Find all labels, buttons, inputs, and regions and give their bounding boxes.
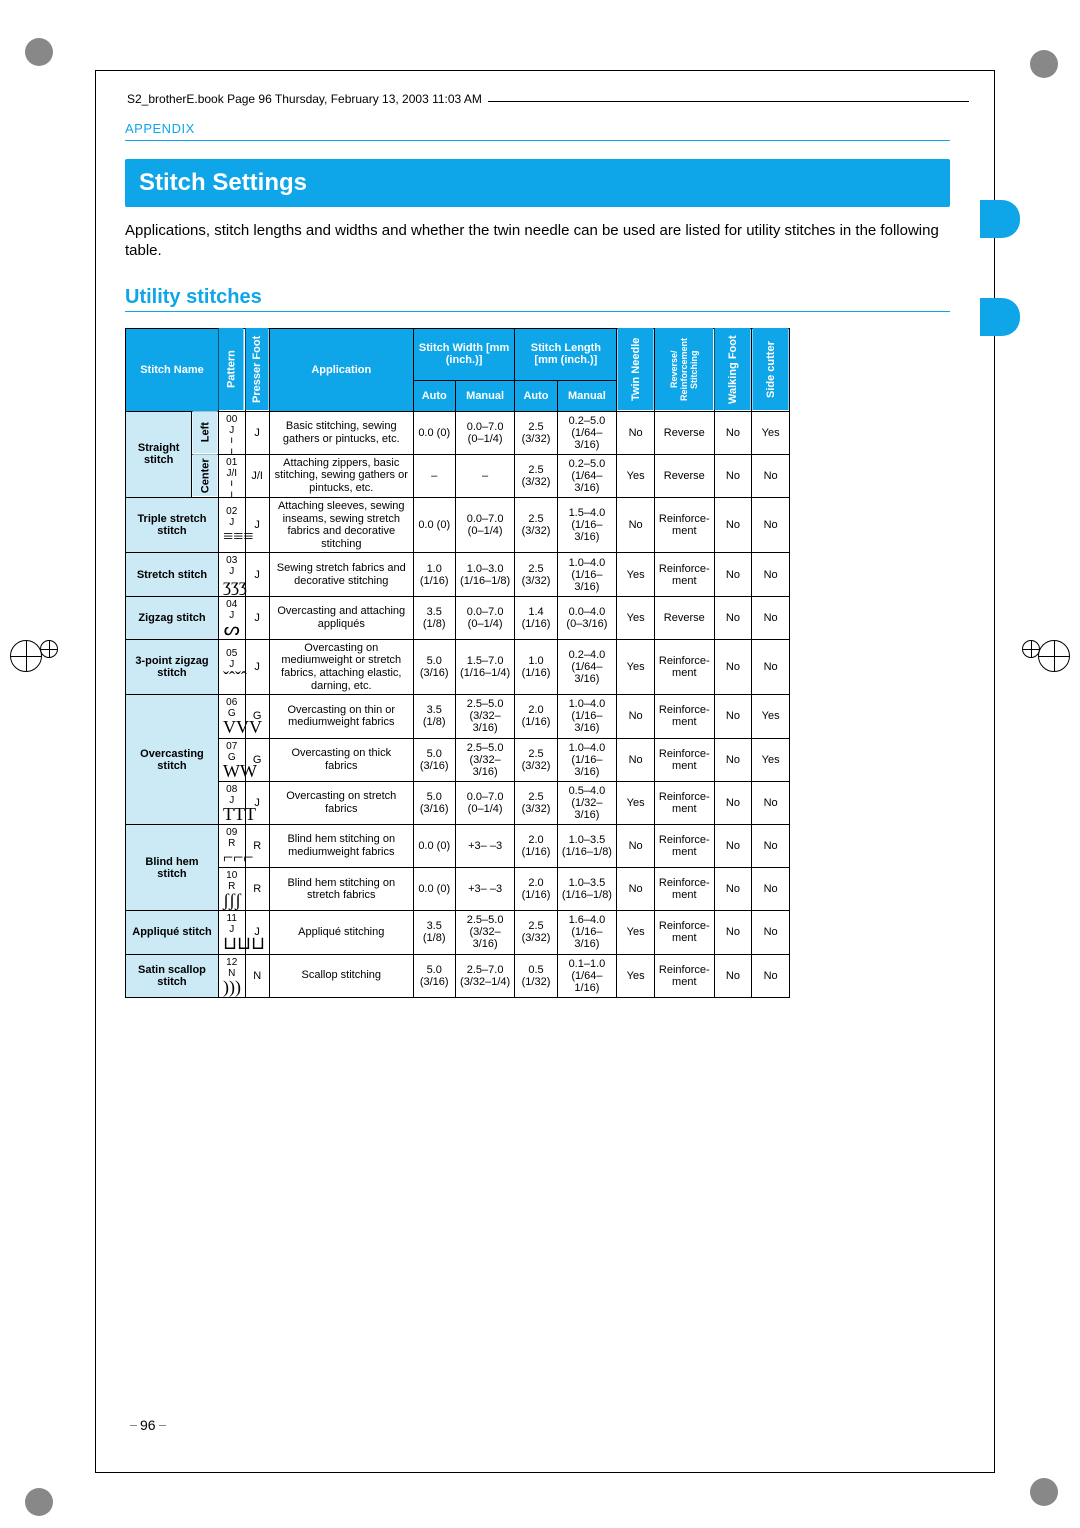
table-row: Center01J/I¦J/IAttaching zippers, basic … bbox=[126, 454, 790, 497]
section-label: APPENDIX bbox=[125, 121, 195, 136]
th-presser-foot: Presser Foot bbox=[245, 328, 269, 411]
pattern-cell: 09R⌐⌐⌐ bbox=[218, 824, 245, 867]
pattern-cell: 04Jᔕ bbox=[218, 596, 245, 639]
stitch-sub-cell: Center bbox=[192, 454, 219, 497]
table-row: 3-point zigzag stitch05JˇˆˇˆJOvercasting… bbox=[126, 639, 790, 695]
page-header-line: S2_brotherE.book Page 96 Thursday, Febru… bbox=[121, 101, 969, 116]
pattern-cell: 12N))) bbox=[218, 954, 245, 997]
th-pattern: Pattern bbox=[218, 328, 245, 411]
corner-dot bbox=[1030, 50, 1058, 78]
registration-mark bbox=[40, 640, 58, 658]
pattern-cell: 06GVVV bbox=[218, 695, 245, 738]
header-note: S2_brotherE.book Page 96 Thursday, Febru… bbox=[121, 92, 488, 106]
pattern-cell: 05Jˇˆˇˆ bbox=[218, 639, 245, 695]
th-twin-needle: Twin Needle bbox=[617, 328, 655, 411]
pattern-cell: 07GWW bbox=[218, 738, 245, 781]
th-manual: Manual bbox=[455, 380, 515, 411]
stitch-table: Stitch Name Pattern Presser Foot Applica… bbox=[125, 328, 790, 998]
intro-text: Applications, stitch lengths and widths … bbox=[125, 221, 950, 262]
table-row: 10RʃʃʃRBlind hem stitching on stretch fa… bbox=[126, 868, 790, 911]
th-auto: Auto bbox=[413, 380, 455, 411]
table-row: Straight stitchLeft00J¦JBasic stitching,… bbox=[126, 411, 790, 454]
page-title: Stitch Settings bbox=[139, 169, 307, 196]
side-tab bbox=[980, 200, 1020, 238]
pattern-cell: 00J¦ bbox=[218, 411, 245, 454]
stitch-name-cell: Straight stitch bbox=[126, 411, 192, 497]
stitch-name-cell: Appliqué stitch bbox=[126, 911, 219, 954]
table-row: Satin scallop stitch12N)))NScallop stitc… bbox=[126, 954, 790, 997]
corner-dot bbox=[25, 38, 53, 66]
table-row: Appliqué stitch11J⊔⊔⊔JAppliqué stitching… bbox=[126, 911, 790, 954]
stitch-name-cell: Satin scallop stitch bbox=[126, 954, 219, 997]
corner-dot bbox=[25, 1488, 53, 1516]
th-walking-foot: Walking Foot bbox=[714, 328, 752, 411]
stitch-name-cell: Triple stretch stitch bbox=[126, 497, 219, 553]
pattern-cell: 08JTTT bbox=[218, 781, 245, 824]
stitch-sub-cell: Left bbox=[192, 411, 219, 454]
pattern-cell: 03Jʒʒʒ bbox=[218, 553, 245, 596]
th-auto: Auto bbox=[515, 380, 557, 411]
table-row: 07GWWGOvercasting on thick fabrics5.0 (3… bbox=[126, 738, 790, 781]
pattern-cell: 01J/I¦ bbox=[218, 454, 245, 497]
th-manual: Manual bbox=[557, 380, 617, 411]
registration-mark bbox=[1038, 640, 1070, 672]
page-number: 96 bbox=[130, 1417, 166, 1433]
table-row: Triple stretch stitch02J≡≡≡JAttaching sl… bbox=[126, 497, 790, 553]
side-tab bbox=[980, 298, 1020, 336]
th-stitch-name: Stitch Name bbox=[126, 328, 219, 411]
stitch-name-cell: Zigzag stitch bbox=[126, 596, 219, 639]
subtitle: Utility stitches bbox=[125, 286, 950, 312]
stitch-name-cell: Blind hem stitch bbox=[126, 824, 219, 910]
pattern-cell: 11J⊔⊔⊔ bbox=[218, 911, 245, 954]
page-content: APPENDIX Stitch Settings Applications, s… bbox=[125, 120, 950, 998]
th-reverse: Reverse/ Reinforcement Stitching bbox=[654, 328, 714, 411]
title-bar: Stitch Settings bbox=[125, 159, 950, 207]
corner-dot bbox=[1030, 1478, 1058, 1506]
table-row: 08JTTTJOvercasting on stretch fabrics5.0… bbox=[126, 781, 790, 824]
table-row: Blind hem stitch09R⌐⌐⌐RBlind hem stitchi… bbox=[126, 824, 790, 867]
stitch-name-cell: 3-point zigzag stitch bbox=[126, 639, 219, 695]
registration-mark bbox=[10, 640, 42, 672]
table-row: Overcasting stitch06GVVVGOvercasting on … bbox=[126, 695, 790, 738]
registration-mark bbox=[1022, 640, 1040, 658]
stitch-name-cell: Stretch stitch bbox=[126, 553, 219, 596]
th-side-cutter: Side cutter bbox=[752, 328, 790, 411]
table-row: Stretch stitch03JʒʒʒJSewing stretch fabr… bbox=[126, 553, 790, 596]
table-row: Zigzag stitch04JᔕJOvercasting and attach… bbox=[126, 596, 790, 639]
pattern-cell: 02J≡≡≡ bbox=[218, 497, 245, 553]
th-stitch-width: Stitch Width [mm (inch.)] bbox=[413, 328, 515, 380]
pattern-cell: 10Rʃʃʃ bbox=[218, 868, 245, 911]
th-application: Application bbox=[269, 328, 413, 411]
appendix-bar: APPENDIX bbox=[125, 120, 950, 141]
stitch-name-cell: Overcasting stitch bbox=[126, 695, 219, 825]
th-stitch-length: Stitch Length [mm (inch.)] bbox=[515, 328, 617, 380]
